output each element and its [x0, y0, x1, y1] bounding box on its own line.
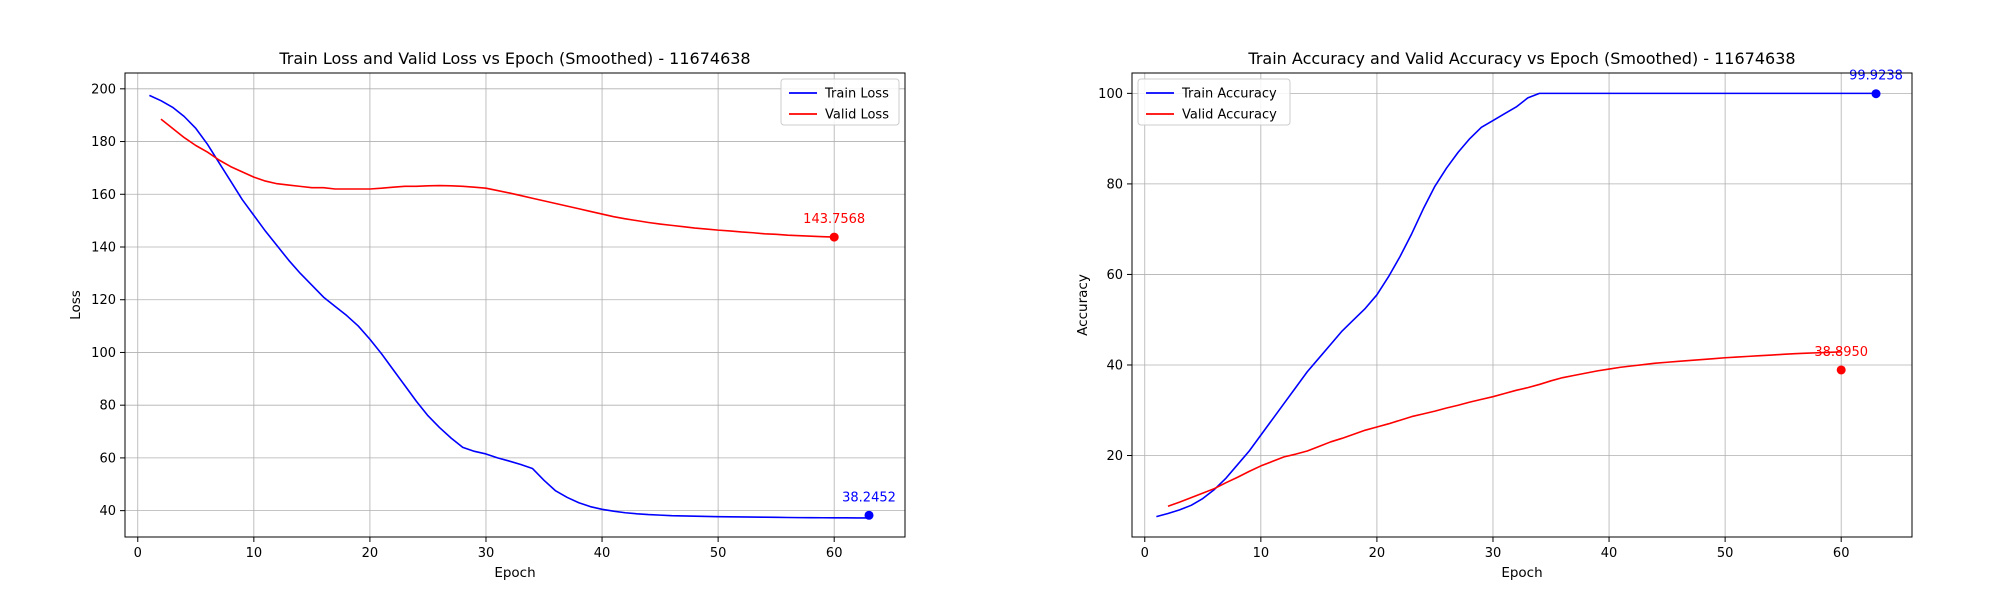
final-point-valid-accuracy: [1836, 365, 1846, 375]
y-tick-label: 60: [1106, 268, 1123, 283]
final-point-valid-loss: [829, 232, 839, 242]
x-tick-label: 20: [362, 546, 379, 561]
y-tick-label: 160: [91, 188, 116, 203]
series-line-valid-loss: [160, 118, 835, 238]
y-tick-label: 140: [91, 241, 116, 256]
final-value-label: 143.7568: [803, 212, 865, 227]
legend-entry: Valid Accuracy: [1182, 108, 1277, 123]
x-tick-label: 60: [1833, 546, 1850, 561]
x-tick-label: 50: [1717, 546, 1734, 561]
y-axis-label: Loss: [68, 290, 84, 320]
series-line-valid-accuracy: [1167, 351, 1842, 507]
y-tick-label: 60: [99, 451, 116, 466]
x-tick-label: 40: [1601, 546, 1618, 561]
y-tick-label: 100: [91, 346, 116, 361]
y-tick-label: 40: [99, 504, 116, 519]
plot-frame: [124, 72, 906, 538]
chart-title: Train Accuracy and Valid Accuracy vs Epo…: [1247, 49, 1795, 68]
x-tick-label: 0: [134, 546, 142, 561]
x-tick-label: 20: [1369, 546, 1386, 561]
y-tick-label: 80: [1106, 177, 1123, 192]
y-tick-label: 20: [1106, 449, 1123, 464]
x-axis-label: Epoch: [494, 565, 535, 581]
x-tick-label: 0: [1141, 546, 1149, 561]
legend-entry: Train Accuracy: [1181, 87, 1277, 102]
y-tick-label: 180: [91, 135, 116, 150]
legend-box: [1137, 78, 1291, 126]
series-line-train-loss: [149, 94, 870, 519]
chart-title: Train Loss and Valid Loss vs Epoch (Smoo…: [278, 49, 750, 68]
x-tick-label: 10: [1253, 546, 1270, 561]
legend: Train Loss Valid Loss: [780, 78, 900, 126]
x-tick-label: 10: [246, 546, 263, 561]
final-value-label: 38.8950: [1814, 345, 1868, 360]
final-point-train-accuracy: [1871, 89, 1881, 99]
y-tick-label: 120: [91, 293, 116, 308]
final-point-train-loss: [864, 510, 874, 520]
final-value-label: 38.2452: [842, 490, 896, 505]
x-tick-label: 60: [826, 546, 843, 561]
y-axis-label: Accuracy: [1075, 274, 1091, 336]
y-tick-label: 200: [91, 82, 116, 97]
series-line-train-accuracy: [1156, 92, 1877, 518]
chart-1: 38.2452 143.7568 0 10 20 30 40 50 60 40 60 80 100 120…: [68, 49, 906, 581]
x-tick-label: 30: [1485, 546, 1502, 561]
plot-frame: [1131, 72, 1913, 538]
x-tick-label: 50: [710, 546, 727, 561]
y-tick-label: 80: [99, 399, 116, 414]
legend: Train Accuracy Valid Accuracy: [1137, 78, 1291, 126]
y-tick-label: 40: [1106, 358, 1123, 373]
x-tick-label: 30: [478, 546, 495, 561]
legend-entry: Train Loss: [824, 87, 889, 102]
final-value-label: 99.9238: [1849, 69, 1903, 84]
y-tick-label: 100: [1098, 87, 1123, 102]
x-axis-label: Epoch: [1501, 565, 1542, 581]
chart-2: 99.9238 38.8950 0 10 20 30 40 50 60 20 40 60 80 100 Tr…: [1075, 49, 1913, 581]
legend-entry: Valid Loss: [825, 108, 889, 123]
x-tick-label: 40: [594, 546, 611, 561]
